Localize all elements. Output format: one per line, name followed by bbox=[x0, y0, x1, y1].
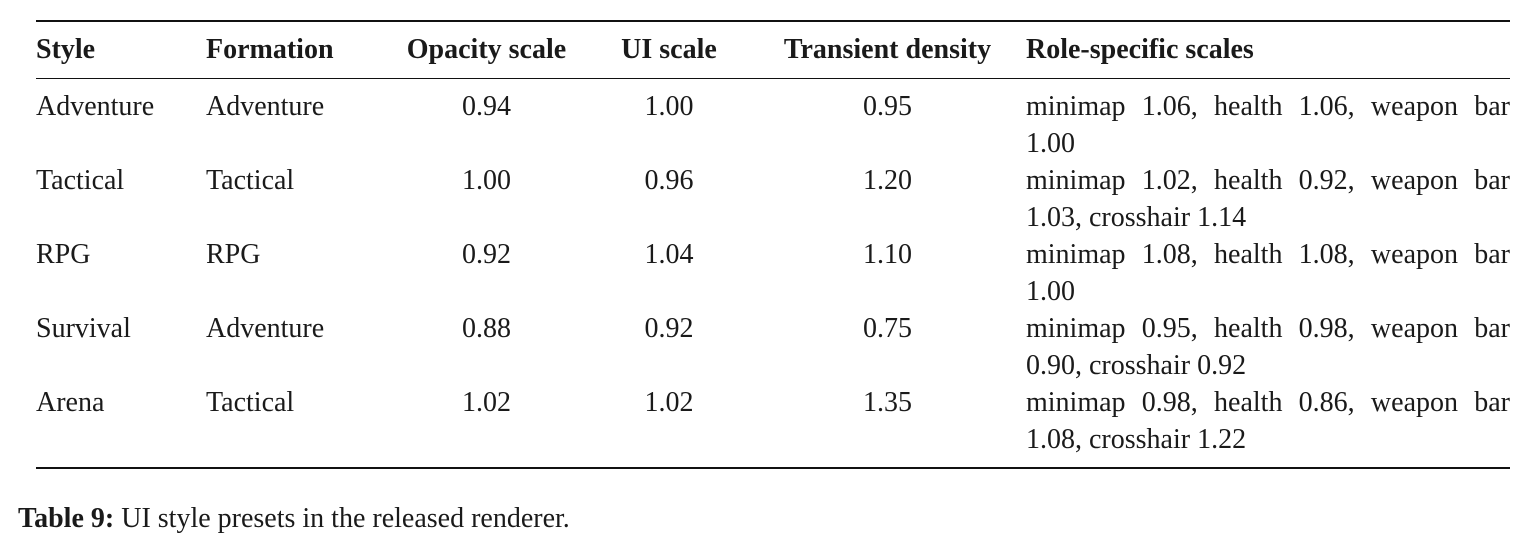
cell-transient-density: 1.20 bbox=[863, 165, 912, 196]
header-formation: Formation bbox=[206, 34, 334, 65]
table-body: Adventure Adventure 0.94 1.00 0.95 minim… bbox=[36, 79, 1510, 468]
cell-transient-density: 0.95 bbox=[863, 91, 912, 122]
header-row: Style Formation Opacity scale UI scale T… bbox=[36, 21, 1510, 79]
cell-ui-scale: 1.04 bbox=[644, 239, 694, 270]
cell-style: Adventure bbox=[36, 91, 155, 122]
table-row: Survival Adventure 0.88 0.92 0.75 minima… bbox=[36, 310, 1510, 384]
cell-style: RPG bbox=[36, 239, 91, 270]
cell-transient-density: 1.10 bbox=[863, 239, 912, 270]
cell-role-specific-scales: minimap 1.08, health 1.08, weapon bar 1.… bbox=[1026, 239, 1510, 307]
cell-formation: Adventure bbox=[206, 91, 325, 122]
presets-table-container: Style Formation Opacity scale UI scale T… bbox=[36, 20, 1510, 469]
caption-text: UI style presets in the released rendere… bbox=[114, 503, 570, 534]
table-row: RPG RPG 0.92 1.04 1.10 minimap 1.08, hea… bbox=[36, 236, 1510, 310]
cell-opacity-scale: 1.00 bbox=[462, 165, 511, 196]
table-row: Arena Tactical 1.02 1.02 1.35 minimap 0.… bbox=[36, 384, 1510, 468]
table-row: Adventure Adventure 0.94 1.00 0.95 minim… bbox=[36, 79, 1510, 163]
cell-ui-scale: 0.96 bbox=[644, 165, 694, 196]
cell-formation: Tactical bbox=[206, 387, 295, 418]
cell-ui-scale: 1.00 bbox=[644, 91, 694, 122]
header-role-specific-scales: Role-specific scales bbox=[1026, 34, 1254, 65]
cell-role-specific-scales: minimap 1.06, health 1.06, weapon bar 1.… bbox=[1026, 91, 1510, 159]
header-opacity-scale: Opacity scale bbox=[406, 34, 567, 65]
cell-transient-density: 1.35 bbox=[863, 387, 912, 418]
cell-role-specific-scales: minimap 1.02, health 0.92, weapon bar 1.… bbox=[1026, 165, 1510, 233]
header-ui-scale: UI scale bbox=[621, 34, 717, 65]
cell-ui-scale: 1.02 bbox=[644, 387, 694, 418]
cell-style: Survival bbox=[36, 313, 131, 344]
cell-opacity-scale: 0.88 bbox=[462, 313, 511, 344]
cell-opacity-scale: 0.92 bbox=[462, 239, 511, 270]
table-caption: Table 9: UI style presets in the release… bbox=[18, 503, 570, 535]
cell-formation: Adventure bbox=[206, 313, 325, 344]
ui-style-presets-table: Style Formation Opacity scale UI scale T… bbox=[36, 20, 1510, 469]
header-style: Style bbox=[36, 34, 96, 65]
caption-label: Table 9: bbox=[18, 503, 115, 534]
cell-role-specific-scales: minimap 0.98, health 0.86, weapon bar 1.… bbox=[1026, 387, 1510, 455]
table-header: Style Formation Opacity scale UI scale T… bbox=[36, 21, 1510, 79]
cell-transient-density: 0.75 bbox=[863, 313, 912, 344]
cell-ui-scale: 0.92 bbox=[644, 313, 694, 344]
cell-style: Tactical bbox=[36, 165, 125, 196]
cell-opacity-scale: 0.94 bbox=[462, 91, 511, 122]
cell-formation: RPG bbox=[206, 239, 261, 270]
cell-opacity-scale: 1.02 bbox=[462, 387, 511, 418]
cell-role-specific-scales: minimap 0.95, health 0.98, weapon bar 0.… bbox=[1026, 313, 1510, 381]
cell-style: Arena bbox=[36, 387, 105, 418]
table-row: Tactical Tactical 1.00 0.96 1.20 minimap… bbox=[36, 162, 1510, 236]
header-transient-density: Transient density bbox=[783, 34, 992, 65]
cell-formation: Tactical bbox=[206, 165, 295, 196]
